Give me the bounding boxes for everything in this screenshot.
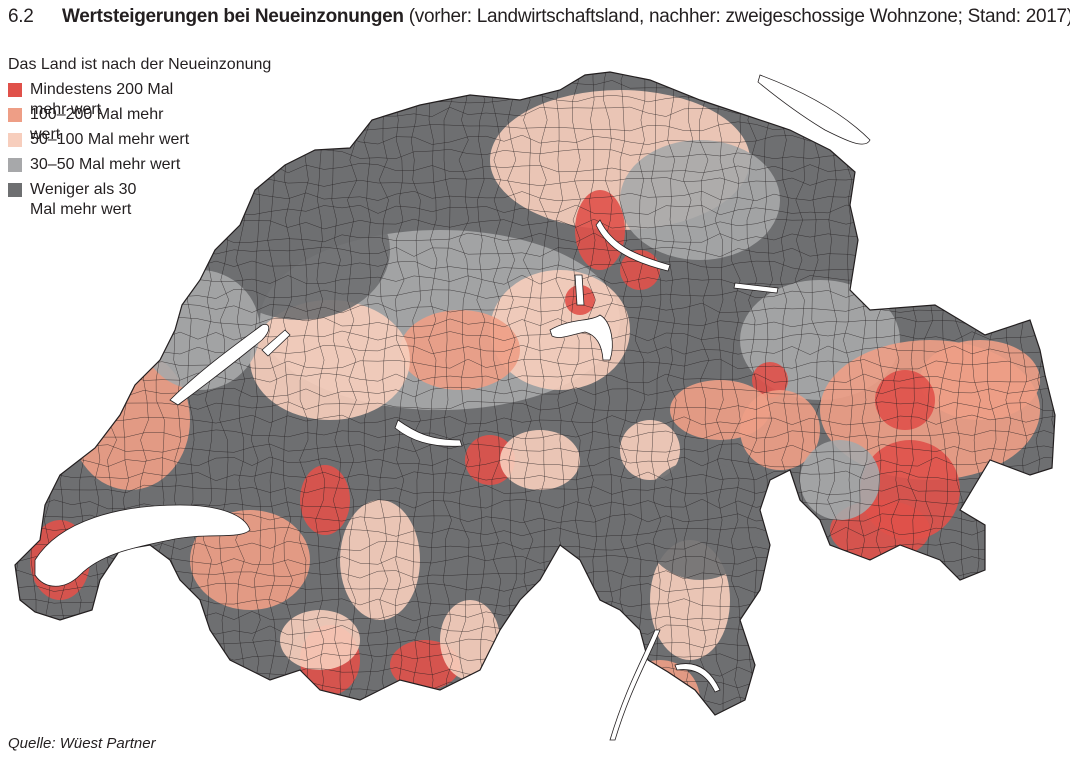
- figure-number: 6.2: [8, 6, 34, 27]
- class-region: [400, 310, 520, 390]
- class-region: [210, 180, 390, 320]
- class-region: [875, 370, 935, 430]
- figure-title-bold: Wertsteigerungen bei Neueinzonungen: [62, 6, 404, 27]
- source-note: Quelle: Wüest Partner: [8, 735, 156, 752]
- class-region: [440, 600, 500, 680]
- class-region: [500, 430, 580, 490]
- legend-item-50-100: 50–100 Mal mehr wert: [8, 130, 271, 155]
- figure-title: 6.2 Wertsteigerungen bei Neueinzonungen (…: [8, 6, 1070, 28]
- legend-swatch: [8, 83, 22, 97]
- class-region: [920, 340, 1040, 420]
- class-region: [620, 420, 680, 480]
- legend-heading: Das Land ist nach der Neueinzonung: [8, 56, 272, 73]
- legend-item-200plus: Mindestens 200 Mal mehr wert: [8, 80, 271, 118]
- lake-zurich: [595, 219, 671, 272]
- class-region: [250, 300, 410, 420]
- figure-title-subtitle: (vorher: Landwirtschaftsland, nachher: z…: [403, 6, 1070, 27]
- map-legend: Das Land ist nach der Neueinzonung Minde…: [8, 56, 271, 226]
- legend-label: 30–50 Mal mehr wert: [30, 156, 181, 173]
- lake-walensee: [733, 282, 779, 294]
- class-region: [280, 610, 360, 670]
- legend-item-under-30: Weniger als 30 Mal mehr wert: [8, 180, 271, 226]
- legend-item-30-50: 30–50 Mal mehr wert: [8, 155, 271, 180]
- legend-label: Weniger als 30 Mal mehr wert: [30, 181, 137, 218]
- lake-biel: [261, 329, 291, 357]
- lake-constance: [757, 74, 871, 145]
- legend-label: 100–200 Mal mehr wert: [30, 106, 164, 143]
- lake-neuchatel: [169, 323, 270, 406]
- legend-item-100-200: 100–200 Mal mehr wert: [8, 105, 271, 143]
- class-region: [640, 460, 760, 580]
- municipality-zones: [30, 90, 1040, 715]
- lake-lucerne: [549, 314, 613, 361]
- legend-label: 50–100 Mal mehr wert: [30, 131, 190, 148]
- legend-swatch: [8, 133, 22, 147]
- lake-zug: [574, 274, 585, 306]
- lake-lugano: [674, 663, 721, 693]
- legend-swatch: [8, 158, 22, 172]
- class-region: [300, 465, 350, 535]
- legend-label: Mindestens 200 Mal mehr wert: [30, 81, 174, 118]
- legend-swatch: [8, 108, 22, 122]
- class-region: [620, 140, 780, 260]
- lake-maggiore: [609, 629, 661, 741]
- class-region: [740, 390, 820, 470]
- lake-geneva: [34, 504, 251, 587]
- lakes: [34, 74, 871, 741]
- class-region: [752, 362, 788, 398]
- legend-swatch: [8, 183, 22, 197]
- lake-thun-brienz: [394, 419, 463, 447]
